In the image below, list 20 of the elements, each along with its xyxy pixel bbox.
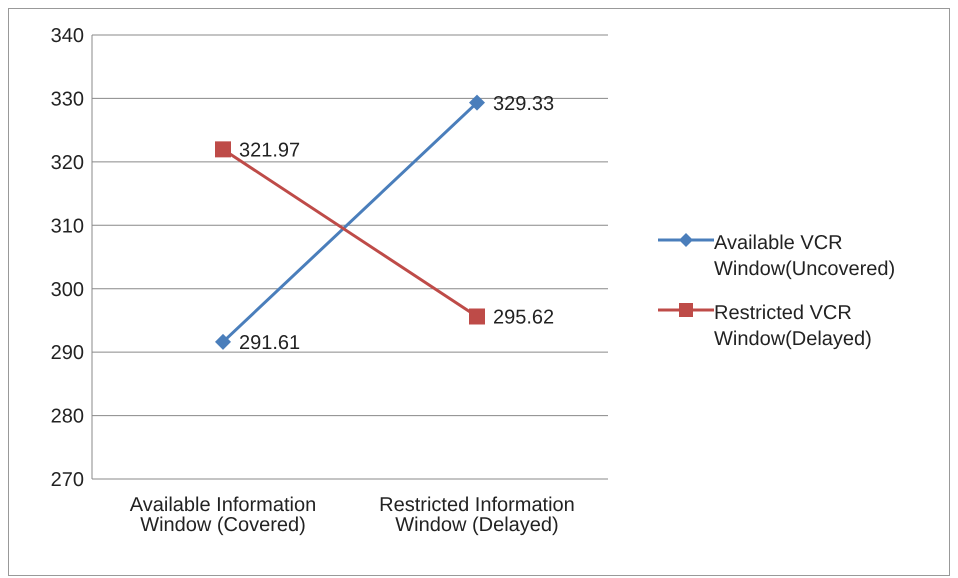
y-tick-label: 280 [50,406,84,428]
y-tick-label: 330 [50,88,84,111]
y-tick-label: 310 [50,215,84,238]
y-tick-label: 340 [50,25,84,48]
y-tick-label: 300 [50,278,84,301]
x-tick-label: Available Information Window (Covered) [130,494,316,536]
data-label: 321.97 [239,139,300,162]
y-tick-label: 320 [50,152,84,174]
data-label: 329.33 [493,92,554,115]
x-tick-label: Restricted Information Window (Delayed) [379,494,575,536]
point [215,141,231,158]
data-label: 295.62 [493,306,554,329]
legend-label: Restricted VCR Window(Delayed) [714,301,873,352]
y-tick-label: 270 [50,469,84,492]
data-label: 291.61 [239,332,300,354]
point [469,94,485,111]
point [215,334,231,350]
point [469,308,485,324]
y-tick-label: 290 [50,342,84,364]
legend-label: Available VCR Window(Uncovered) [714,231,896,282]
